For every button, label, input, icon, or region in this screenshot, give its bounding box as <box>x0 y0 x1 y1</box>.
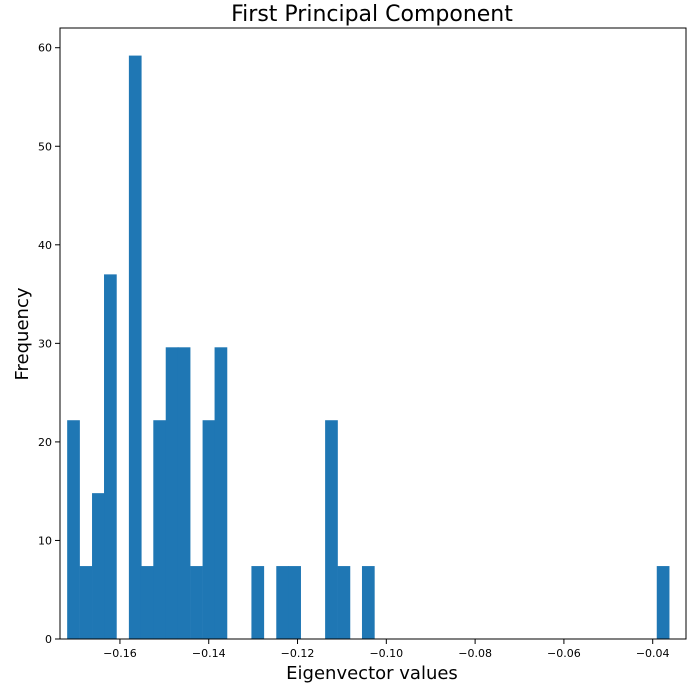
histogram-bar-10 <box>190 566 203 639</box>
y-tick-label: 20 <box>38 436 52 449</box>
y-tick-label: 60 <box>38 42 52 55</box>
y-axis-label: Frequency <box>12 287 33 380</box>
y-tick-label: 10 <box>38 534 52 547</box>
histogram-bar-22 <box>337 566 351 639</box>
histogram-bar-3 <box>104 274 117 639</box>
histogram-bar-7 <box>153 420 166 639</box>
y-tick-label: 30 <box>38 337 52 350</box>
histogram-bar-5 <box>128 55 142 639</box>
histogram-bar-15 <box>251 566 265 639</box>
x-tick-label: −0.12 <box>281 647 315 660</box>
x-tick-label: −0.10 <box>369 647 403 660</box>
histogram-bar-24 <box>361 566 375 639</box>
y-tick-label: 0 <box>45 633 52 646</box>
histogram-bars <box>67 55 670 639</box>
x-tick-label: −0.04 <box>636 647 670 660</box>
x-tick-label: −0.14 <box>192 647 226 660</box>
histogram-bar-21 <box>325 420 338 639</box>
histogram-bar-2 <box>92 493 105 639</box>
x-tick-label: −0.08 <box>458 647 492 660</box>
histogram-bar-8 <box>165 347 179 639</box>
x-tick-label: −0.06 <box>547 647 581 660</box>
histogram-bar-25 <box>656 566 670 639</box>
y-tick-label: 50 <box>38 140 52 153</box>
histogram-bar-1 <box>79 566 93 639</box>
histogram-bar-18 <box>288 566 301 639</box>
histogram-bar-9 <box>177 347 191 639</box>
x-tick-label: −0.16 <box>103 647 137 660</box>
x-axis-label: Eigenvector values <box>286 663 458 684</box>
y-tick-label: 40 <box>38 239 52 252</box>
plot-area-frame <box>59 27 687 640</box>
histogram-bar-11 <box>202 420 216 639</box>
y-axis-ticks: 0 10 20 30 40 50 60 <box>38 42 60 646</box>
chart-title: First Principal Component <box>231 2 513 27</box>
histogram-bar-12 <box>214 347 228 639</box>
histogram-bar-0 <box>67 420 80 639</box>
x-axis-ticks: −0.16 −0.14 −0.12 −0.10 −0.08 −0.06 −0.04 <box>103 639 670 660</box>
histogram-bar-17 <box>276 566 289 639</box>
histogram-bar-6 <box>140 566 154 639</box>
